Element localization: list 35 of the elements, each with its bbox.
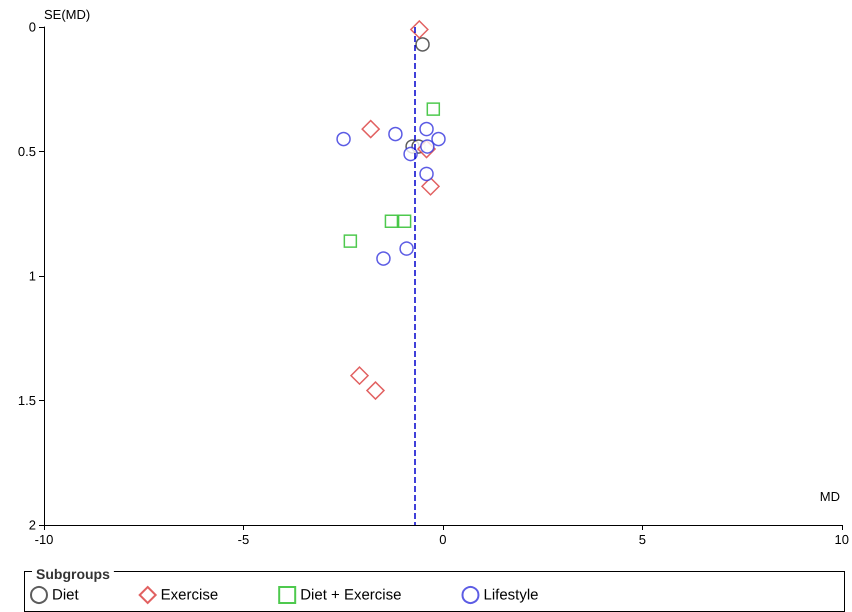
point (398, 214, 412, 228)
x-tick-label: 10 (834, 532, 850, 547)
x-axis-title: MD (820, 489, 840, 504)
point (410, 20, 429, 39)
x-tick-label: -5 (238, 532, 250, 547)
x-tick-label: -10 (34, 532, 54, 547)
point (366, 381, 385, 400)
point (336, 132, 351, 146)
legend-title: Subgroups (36, 566, 110, 582)
point (426, 102, 440, 116)
x-tick-label: 5 (638, 532, 646, 547)
point (431, 132, 446, 146)
legend-label: Diet (52, 586, 80, 604)
y-tick-label: 1.5 (18, 393, 36, 408)
point (350, 366, 369, 385)
y-tick-label: 0.5 (18, 144, 36, 159)
y-axis-title: SE(MD) (44, 7, 90, 22)
point (344, 234, 358, 248)
legend-label: Lifestyle (483, 586, 539, 604)
point (403, 146, 418, 162)
point (361, 120, 380, 138)
point (419, 166, 434, 182)
point (384, 214, 398, 228)
point (415, 37, 430, 52)
y-tick-label: 2 (28, 518, 36, 532)
point (399, 241, 414, 256)
point (419, 122, 434, 136)
y-tick-label: 1 (28, 268, 36, 284)
point (421, 177, 440, 196)
x-tick-label: 0 (439, 532, 446, 547)
point (376, 251, 391, 266)
point (388, 126, 403, 142)
legend-label: Diet + Exercise (300, 586, 402, 604)
legend-label: Exercise (160, 586, 218, 604)
y-tick-label: 0 (28, 20, 36, 34)
